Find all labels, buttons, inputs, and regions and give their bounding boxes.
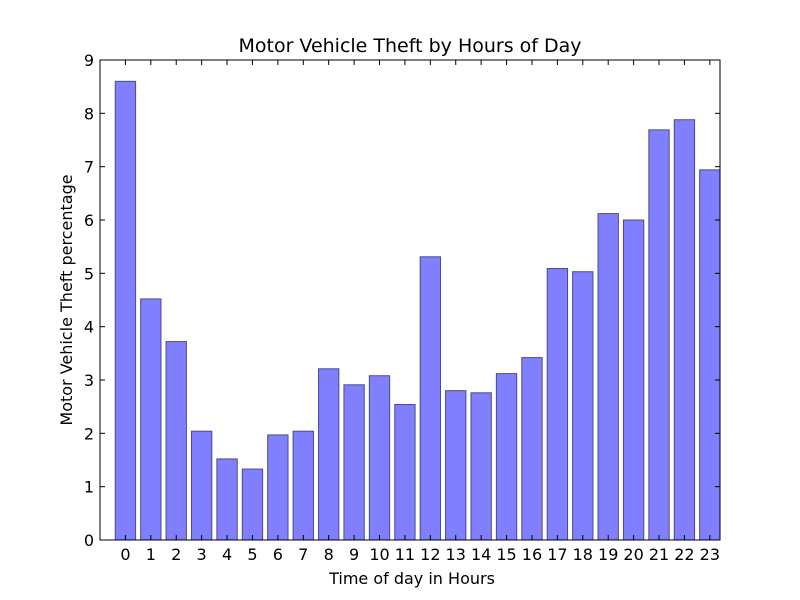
bar-hour-11 — [394, 404, 416, 541]
y-tick-label-5: 5 — [84, 264, 94, 283]
x-tick-label-15: 15 — [496, 545, 516, 564]
y-tick-label-3: 3 — [84, 371, 94, 390]
x-tick-label-19: 19 — [598, 545, 618, 564]
bar-hour-21 — [648, 129, 670, 541]
bar-hour-12 — [419, 256, 441, 541]
x-tick-label-2: 2 — [171, 545, 181, 564]
chart-title: Motor Vehicle Theft by Hours of Day — [238, 35, 581, 57]
y-tick-label-9: 9 — [84, 51, 94, 70]
x-tick-label-1: 1 — [146, 545, 156, 564]
bar-hour-4 — [216, 458, 238, 541]
bar-hour-14 — [470, 392, 492, 541]
bar-hour-7 — [292, 430, 314, 541]
bar-hour-17 — [546, 268, 569, 541]
x-tick-label-23: 23 — [700, 545, 720, 564]
bar-hour-22 — [673, 119, 696, 541]
x-tick-label-10: 10 — [369, 545, 389, 564]
x-tick-label-11: 11 — [395, 545, 415, 564]
y-tick-label-4: 4 — [84, 318, 94, 337]
y-axis-label: Motor Vehicle Theft percentage — [57, 174, 76, 425]
bar-hour-5 — [241, 468, 264, 541]
bar-hour-9 — [343, 384, 365, 541]
plot-frame — [99, 59, 721, 541]
bar-hour-8 — [318, 368, 340, 541]
x-tick-label-13: 13 — [446, 545, 466, 564]
y-tick-label-2: 2 — [84, 424, 94, 443]
bar-hour-20 — [622, 219, 645, 541]
bar-hour-0 — [114, 80, 137, 541]
x-tick-label-7: 7 — [298, 545, 308, 564]
x-tick-label-17: 17 — [547, 545, 567, 564]
ticks: 0 1 2 3 4 5 6 7 8 9 10 11 12 13 14 15 16 17 18 19 20 21 22 2301… — [84, 51, 720, 564]
x-tick-label-21: 21 — [649, 545, 669, 564]
bar-hour-10 — [368, 375, 391, 541]
x-tick-label-8: 8 — [324, 545, 334, 564]
bar-hour-18 — [572, 271, 594, 541]
x-tick-label-5: 5 — [247, 545, 257, 564]
bar-hour-15 — [495, 373, 518, 541]
x-tick-label-20: 20 — [623, 545, 643, 564]
x-tick-label-12: 12 — [420, 545, 440, 564]
y-tick-label-1: 1 — [84, 478, 94, 497]
x-tick-label-3: 3 — [197, 545, 207, 564]
y-tick-label-0: 0 — [84, 531, 94, 550]
x-tick-label-0: 0 — [120, 545, 130, 564]
y-tick-label-6: 6 — [84, 211, 94, 230]
bar-hour-2 — [165, 341, 187, 541]
x-tick-label-6: 6 — [273, 545, 283, 564]
bar-hour-1 — [140, 298, 162, 541]
x-axis-label: Time of day in Hours — [328, 569, 495, 588]
bars — [114, 80, 721, 541]
bar-hour-19 — [597, 213, 619, 541]
x-tick-label-22: 22 — [674, 545, 694, 564]
bar-hour-6 — [267, 434, 289, 541]
bar-hour-13 — [445, 390, 467, 541]
x-tick-label-16: 16 — [522, 545, 542, 564]
bar-hour-16 — [521, 357, 543, 541]
x-tick-label-4: 4 — [222, 545, 232, 564]
x-tick-label-18: 18 — [573, 545, 593, 564]
x-tick-label-14: 14 — [471, 545, 491, 564]
y-tick-label-8: 8 — [84, 104, 94, 123]
x-tick-label-9: 9 — [349, 545, 359, 564]
bar-hour-3 — [190, 430, 213, 541]
y-tick-label-7: 7 — [84, 158, 94, 177]
bar-hour-23 — [699, 169, 721, 541]
